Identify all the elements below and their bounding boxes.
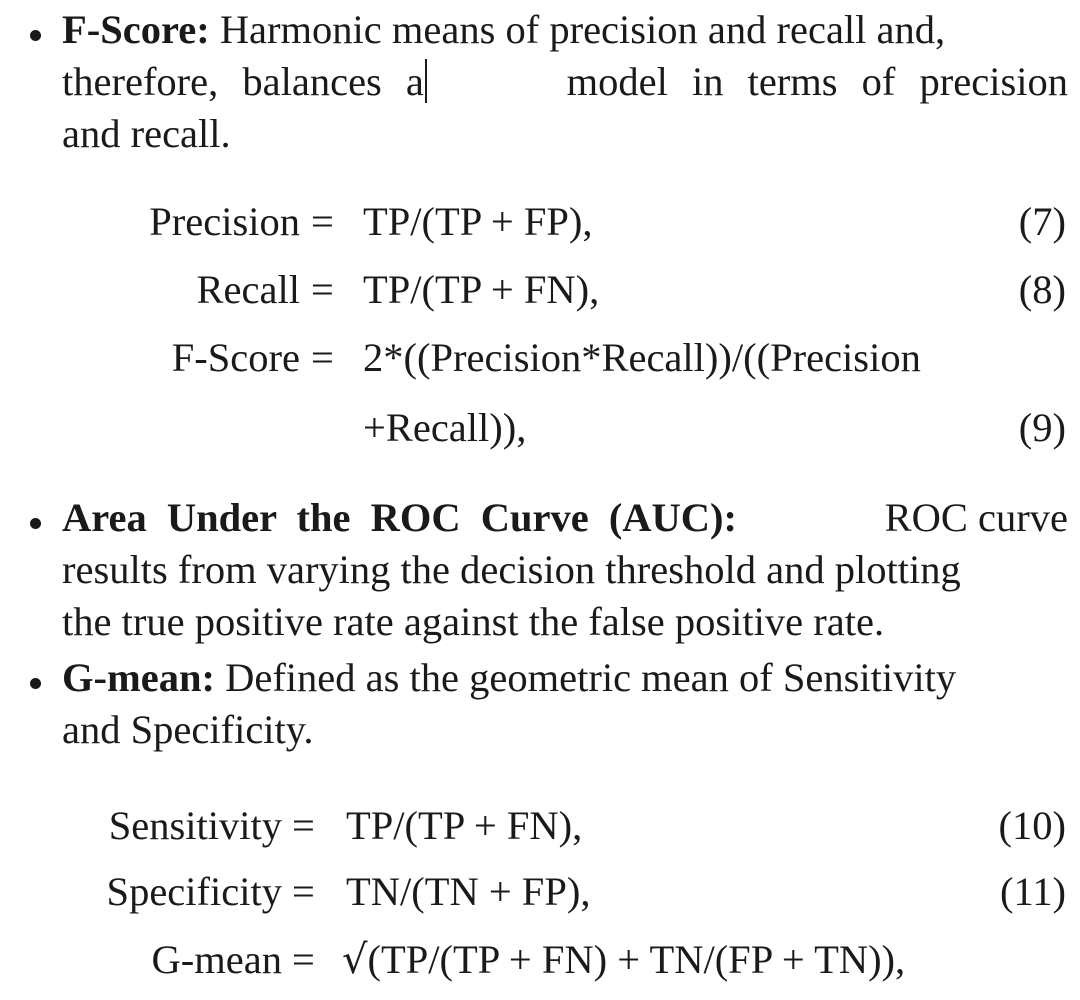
eq-equals: = <box>311 267 334 312</box>
eq-equals: = <box>292 803 315 848</box>
eq-rhs-precision: TP/(TP + FP), <box>363 199 593 244</box>
eq-lhs-specificity: Specificity <box>106 869 282 914</box>
eq-lhs-sensitivity: Sensitivity <box>108 803 282 848</box>
eq-rhs-f-score: 2*((Precision*Recall))/((Precision <box>363 335 921 380</box>
eq-number-8: (8) <box>1018 267 1066 312</box>
bullet-line: Area Under the ROC Curve (AUC): ROC curv… <box>62 492 1068 544</box>
eq-lhs-f-score: F-Score <box>171 335 300 380</box>
text-cursor <box>424 59 427 103</box>
term-label: G-mean: <box>62 655 215 700</box>
bullet-line: G-mean: Defined as the geometric mean of… <box>62 652 1068 704</box>
bullet-text: the true positive rate against the false… <box>62 599 885 644</box>
bullet-text: therefore, balances a <box>62 59 424 104</box>
bullet-line: and Specificity. <box>62 704 1068 756</box>
eq-number-10: (10) <box>998 803 1066 848</box>
eq-lhs-precision: Precision <box>149 199 300 244</box>
bullet-line: and recall. <box>62 108 1068 160</box>
bullet-text: ROC curve <box>884 495 1068 540</box>
bullet-dot <box>30 678 41 689</box>
eq-rhs-g-mean-text: (TP/(TP + FN) + TN/(FP + TN)), <box>367 937 906 982</box>
eq-lhs-g-mean: G-mean <box>151 937 282 982</box>
eq-number-9: (9) <box>1018 405 1066 450</box>
bullet-text: model in terms of precision <box>566 59 1068 104</box>
eq-number-7: (7) <box>1018 199 1066 244</box>
bullet-text: Defined as the geometric mean of Sensiti… <box>225 655 957 700</box>
term-label: F-Score: <box>62 7 210 52</box>
sqrt-icon: √ <box>342 937 368 983</box>
bullet-dot <box>30 30 41 41</box>
bullet-dot <box>30 518 41 529</box>
eq-equals: = <box>311 199 334 244</box>
eq-rhs-recall: TP/(TP + FN), <box>363 267 600 312</box>
eq-equals: = <box>311 335 334 380</box>
bullet-line: therefore, balances a model in terms of … <box>62 56 1068 108</box>
eq-rhs-specificity: TN/(TN + FP), <box>346 869 591 914</box>
bullet-text: and Specificity. <box>62 707 314 752</box>
eq-rhs-f-score-cont: +Recall)), <box>363 405 527 450</box>
bullet-text: Harmonic means of precision and recall a… <box>219 7 946 52</box>
eq-equals: = <box>292 937 315 982</box>
eq-number-11: (11) <box>1000 869 1066 914</box>
bullet-line: the true positive rate against the false… <box>62 596 1068 648</box>
term-label: Area Under the ROC Curve (AUC): <box>62 495 738 540</box>
bullet-line: results from varying the decision thresh… <box>62 544 1068 596</box>
eq-lhs-recall: Recall <box>196 267 300 312</box>
bullet-text: results from varying the decision thresh… <box>62 547 961 592</box>
eq-rhs-sensitivity: TP/(TP + FN), <box>346 803 583 848</box>
bullet-text: and recall. <box>62 111 231 156</box>
eq-rhs-g-mean: √(TP/(TP + FN) + TN/(FP + TN)), <box>342 934 905 986</box>
eq-equals: = <box>292 869 315 914</box>
bullet-line: F-Score: Harmonic means of precision and… <box>62 4 1068 56</box>
